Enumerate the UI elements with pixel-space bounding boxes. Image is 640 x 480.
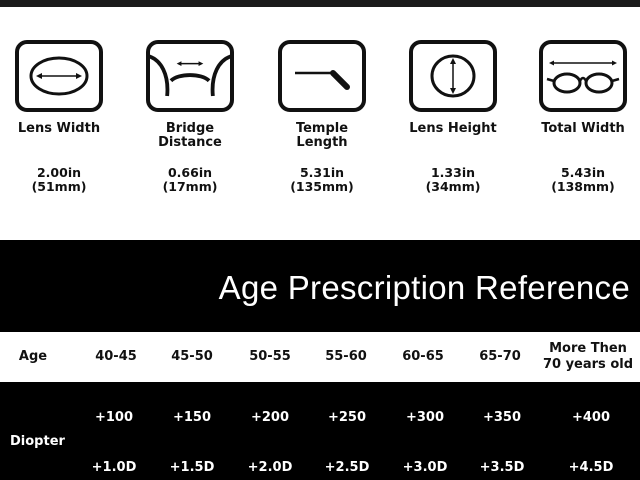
- measure-value: 5.43in (138mm): [551, 165, 615, 194]
- plus-value: +350: [482, 410, 522, 425]
- reference-title-panel: [0, 240, 640, 332]
- measure-label: Total Width: [541, 121, 625, 136]
- age-cell: 50-55: [249, 349, 291, 364]
- age-label: Age: [18, 349, 48, 364]
- measure-temple-length: Temple Length 5.31in (135mm): [257, 40, 387, 194]
- measure-label: Bridge Distance: [158, 121, 222, 150]
- plus-value: +100: [94, 410, 134, 425]
- diopter-value: +3.0D: [402, 460, 448, 475]
- measure-label: Lens Width: [17, 121, 101, 136]
- diopter-value: +1.0D: [91, 460, 137, 475]
- temple-length-icon: [278, 40, 366, 112]
- age-cell: 65-70: [479, 349, 521, 364]
- reference-title: Age Prescription Reference: [218, 269, 630, 306]
- measure-value: 2.00in (51mm): [31, 165, 87, 194]
- age-cell: More Then 70 years old: [542, 341, 634, 372]
- diopter-value: +2.5D: [324, 460, 370, 475]
- measure-lens-height: Lens Height 1.33in (34mm): [388, 40, 518, 194]
- measure-label: Temple Length: [295, 121, 349, 150]
- measure-bridge-distance: Bridge Distance 0.66in (17mm): [125, 40, 255, 194]
- diopter-rows: Diopter +100 +150 +200 +250 +300 +350 +4…: [0, 382, 640, 480]
- measure-value: 1.33in (34mm): [425, 165, 481, 194]
- plus-value: +250: [327, 410, 367, 425]
- measure-lens-width: Lens Width 2.00in (51mm): [0, 40, 124, 194]
- age-cell: 45-50: [171, 349, 213, 364]
- diopter-value: +3.5D: [479, 460, 525, 475]
- total-width-icon: [539, 40, 627, 112]
- diopter-label: Diopter: [10, 434, 65, 449]
- plus-value: +300: [405, 410, 445, 425]
- measure-value: 5.31in (135mm): [290, 165, 354, 194]
- age-cell: 60-65: [402, 349, 444, 364]
- plus-value: +150: [172, 410, 212, 425]
- bridge-distance-icon: [146, 40, 234, 112]
- diopter-value: +1.5D: [169, 460, 215, 475]
- measure-value: 0.66in (17mm): [162, 165, 218, 194]
- diopter-value: +2.0D: [247, 460, 293, 475]
- age-row: Age 40-45 45-50 50-55 55-60 60-65 65-70 …: [0, 332, 640, 382]
- diopter-value: +4.5D: [568, 460, 614, 475]
- measure-total-width: Total Width 5.43in (138mm): [518, 40, 640, 194]
- lens-height-icon: [409, 40, 497, 112]
- top-divider-bar: [0, 0, 640, 7]
- measure-label: Lens Height: [409, 121, 497, 136]
- age-cell: 40-45: [95, 349, 137, 364]
- plus-value: +200: [250, 410, 290, 425]
- lens-width-icon: [15, 40, 103, 112]
- plus-value: +400: [571, 410, 611, 425]
- age-cell: 55-60: [325, 349, 367, 364]
- frame-measurements: Lens Width 2.00in (51mm) Bridge Distance…: [0, 40, 640, 210]
